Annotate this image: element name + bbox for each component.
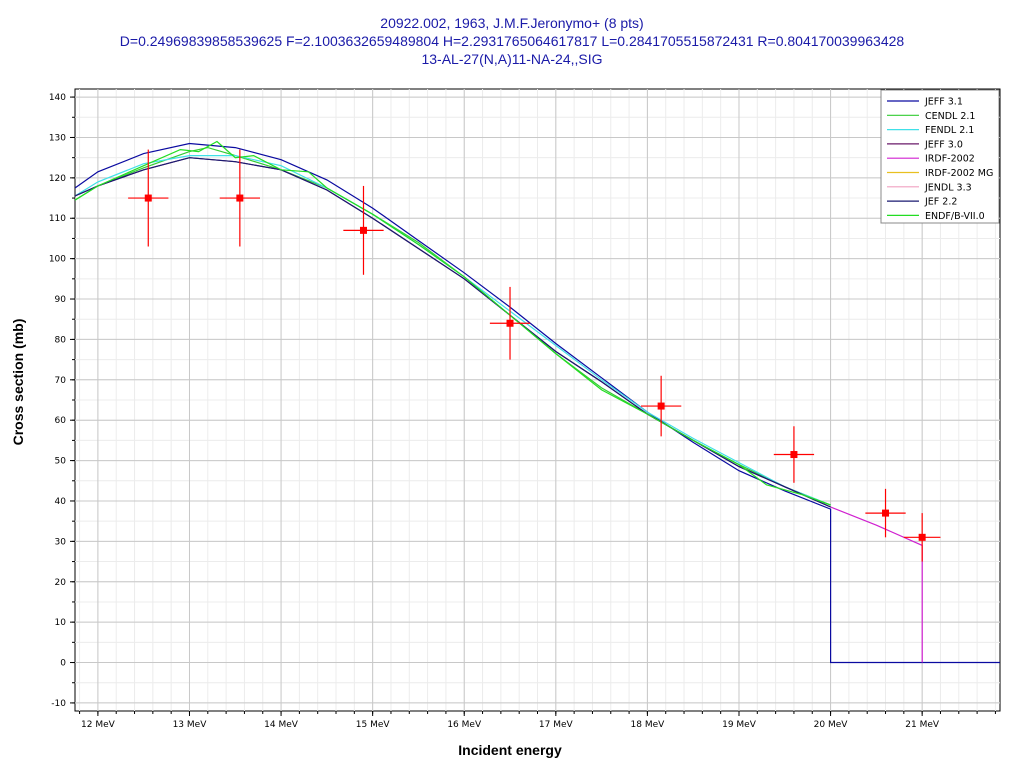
y-tick-label: 120 (49, 174, 66, 184)
y-tick-label: 60 (55, 416, 67, 426)
legend-label: IRDF-2002 MG (925, 168, 993, 179)
y-tick-label: 90 (55, 295, 67, 305)
x-tick-label: 17 MeV (539, 720, 574, 730)
data-point (236, 194, 244, 202)
chart-subtitle: D=0.24969839858539625 F=2.10036326594898… (119, 33, 905, 49)
y-axis-label: Cross section (mb) (10, 319, 26, 446)
chart-reaction: 13-AL-27(N,A)11-NA-24,,SIG (421, 51, 603, 67)
x-tick-label: 16 MeV (447, 720, 482, 730)
x-tick-label: 20 MeV (814, 720, 849, 730)
chart-titles: 20922.002, 1963, J.M.F.Jeronymo+ (8 pts)… (0, 14, 1024, 68)
legend-label: CENDL 2.1 (925, 111, 975, 122)
legend: JEFF 3.1 CENDL 2.1 FENDL 2.1 JEFF 3.0 IRDF-2… (880, 89, 1000, 224)
x-tick-label: 21 MeV (905, 720, 940, 730)
y-tick-label: 30 (55, 537, 67, 547)
y-tick-label: 110 (49, 214, 66, 224)
y-tick-label: 130 (49, 133, 66, 143)
y-tick-label: 70 (55, 376, 67, 386)
x-tick-label: 12 MeV (81, 720, 116, 730)
data-point (790, 451, 798, 459)
y-tick-label: 40 (55, 497, 67, 507)
legend-label: IRDF-2002 (925, 154, 975, 165)
y-tick-label: 20 (55, 578, 67, 588)
y-tick-label: 0 (60, 659, 66, 669)
x-tick-label: 13 MeV (173, 720, 208, 730)
data-point (918, 533, 926, 541)
axes: 12 MeV 13 MeV 14 MeV 15 MeV 16 MeV 17 MeV 18 M… (49, 93, 996, 730)
x-tick-label: 14 MeV (264, 720, 299, 730)
legend-label: JENDL 3.3 (924, 182, 972, 193)
x-tick-label: 15 MeV (356, 720, 391, 730)
legend-label: FENDL 2.1 (925, 125, 974, 136)
experimental-points (128, 149, 941, 562)
x-tick-label: 18 MeV (631, 720, 666, 730)
series-lines (75, 140, 1000, 664)
data-point (657, 402, 665, 410)
y-tick-label: 10 (55, 618, 67, 628)
y-tick-label: -10 (51, 699, 66, 709)
series-line-8 (75, 140, 831, 506)
y-tick-label: 50 (55, 457, 67, 467)
legend-label: JEFF 3.0 (924, 139, 963, 150)
data-point (506, 319, 514, 327)
x-tick-label: 19 MeV (722, 720, 757, 730)
series-line-4 (830, 506, 923, 663)
legend-label: JEFF 3.1 (924, 97, 963, 108)
data-point (144, 194, 152, 202)
y-tick-label: 100 (49, 255, 66, 265)
data-point (359, 226, 367, 234)
chart-title: 20922.002, 1963, J.M.F.Jeronymo+ (8 pts) (380, 15, 644, 31)
legend-label: JEF 2.2 (924, 197, 957, 208)
y-tick-label: 140 (49, 93, 66, 103)
data-point (882, 509, 890, 517)
x-axis-label: Incident energy (458, 742, 562, 758)
legend-label: ENDF/B-VII.0 (925, 211, 985, 222)
y-tick-label: 80 (55, 335, 67, 345)
